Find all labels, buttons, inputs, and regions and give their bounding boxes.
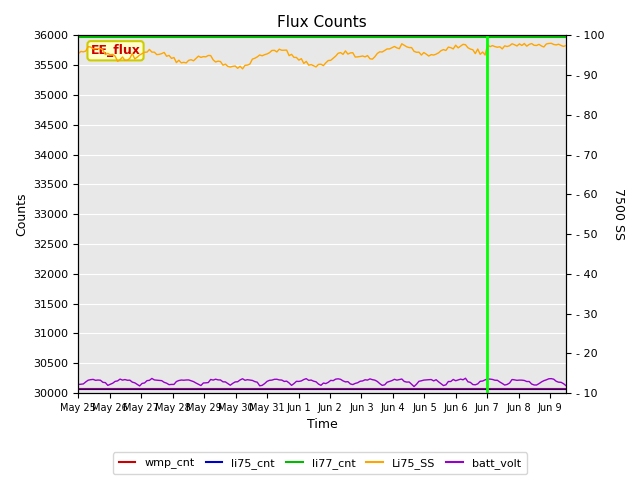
Y-axis label: 7500 SS: 7500 SS (612, 188, 625, 240)
Legend: wmp_cnt, li75_cnt, li77_cnt, Li75_SS, batt_volt: wmp_cnt, li75_cnt, li77_cnt, Li75_SS, ba… (113, 453, 527, 474)
Title: Flux Counts: Flux Counts (277, 15, 367, 30)
Y-axis label: Counts: Counts (15, 192, 28, 236)
Text: EE_flux: EE_flux (91, 44, 140, 57)
X-axis label: Time: Time (307, 419, 337, 432)
